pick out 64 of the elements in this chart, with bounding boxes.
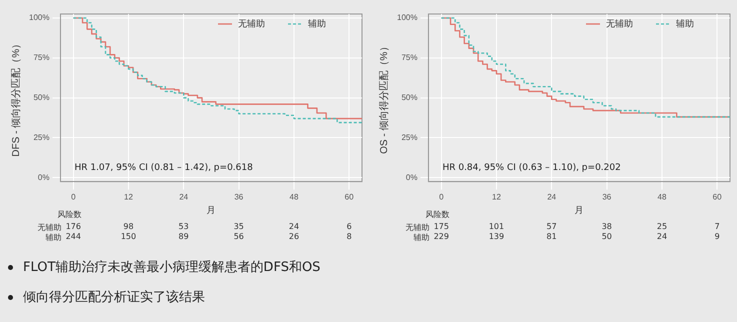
x-tick-label: 12	[124, 192, 134, 202]
y-axis-title: DFS - 倾向得分匹配（%）	[10, 38, 22, 157]
annotation: HR 0.84, 95% CI (0.63 – 1.10), p=0.202	[442, 162, 621, 173]
x-axis-title: 月	[574, 205, 584, 216]
x-tick-label: 0	[439, 192, 444, 202]
text: 辅助	[413, 232, 430, 243]
text: 89	[178, 232, 189, 241]
text: 150	[120, 232, 136, 241]
text: 98	[123, 222, 134, 231]
text: 6	[346, 222, 352, 231]
legend-label: 辅助	[308, 18, 326, 30]
text: 9	[714, 232, 720, 241]
y-axis-title: OS - 倾向得分匹配（%）	[378, 42, 390, 154]
text: 8	[346, 232, 352, 241]
legend-label: 无辅助	[606, 18, 633, 30]
text: 175	[434, 222, 449, 231]
y-tick-label: 75%	[401, 53, 418, 62]
x-tick-label: 48	[658, 192, 667, 202]
text: 7	[714, 222, 720, 231]
text: 25	[656, 222, 668, 231]
text: 244	[66, 232, 81, 241]
y-tick-label: 75%	[33, 53, 50, 62]
y-tick-label: 100%	[396, 13, 418, 22]
text: 229	[434, 232, 449, 241]
y-tick-label: 50%	[33, 93, 50, 102]
x-tick-label: 0	[71, 192, 76, 202]
y-tick-label: 100%	[28, 13, 50, 22]
x-tick-label: 60	[712, 192, 722, 202]
text: 50	[602, 232, 612, 241]
text: 24	[656, 232, 668, 241]
annotation: HR 1.07, 95% CI (0.81 – 1.42), p=0.618	[74, 162, 254, 173]
text: 26	[288, 232, 300, 241]
x-tick-label: 24	[547, 192, 557, 202]
x-tick-label: 12	[492, 192, 502, 202]
text: 176	[66, 222, 81, 231]
x-tick-label: 36	[602, 192, 612, 202]
text: 风险数	[57, 209, 82, 220]
legend-label: 辅助	[676, 18, 694, 30]
text: 24	[288, 222, 300, 231]
text: 56	[234, 232, 244, 241]
x-axis-title: 月	[206, 205, 216, 216]
text: 38	[602, 222, 612, 231]
text: 53	[178, 222, 189, 231]
text: 81	[546, 232, 557, 241]
text: 139	[488, 232, 504, 241]
y-tick-label: 25%	[401, 132, 418, 142]
text: 57	[546, 222, 557, 231]
text: 辅助	[45, 232, 62, 243]
text: 101	[488, 222, 504, 231]
y-tick-label: 0%	[406, 172, 418, 182]
text: 倾向得分匹配分析证实了该结果	[22, 289, 205, 306]
x-tick-label: 60	[344, 192, 354, 202]
y-tick-label: 50%	[401, 93, 418, 102]
x-tick-label: 48	[290, 192, 299, 202]
text: 风险数	[425, 209, 450, 220]
text: 35	[234, 222, 244, 231]
legend-label: 无辅助	[238, 18, 265, 30]
text: 无辅助	[37, 222, 62, 233]
x-tick-label: 36	[234, 192, 244, 202]
text: 无辅助	[405, 222, 430, 233]
text: FLOT辅助治疗未改善最小病理缓解患者的DFS和OS	[22, 259, 320, 276]
x-tick-label: 24	[179, 192, 189, 202]
y-tick-label: 0%	[38, 172, 50, 182]
y-tick-label: 25%	[33, 132, 50, 142]
